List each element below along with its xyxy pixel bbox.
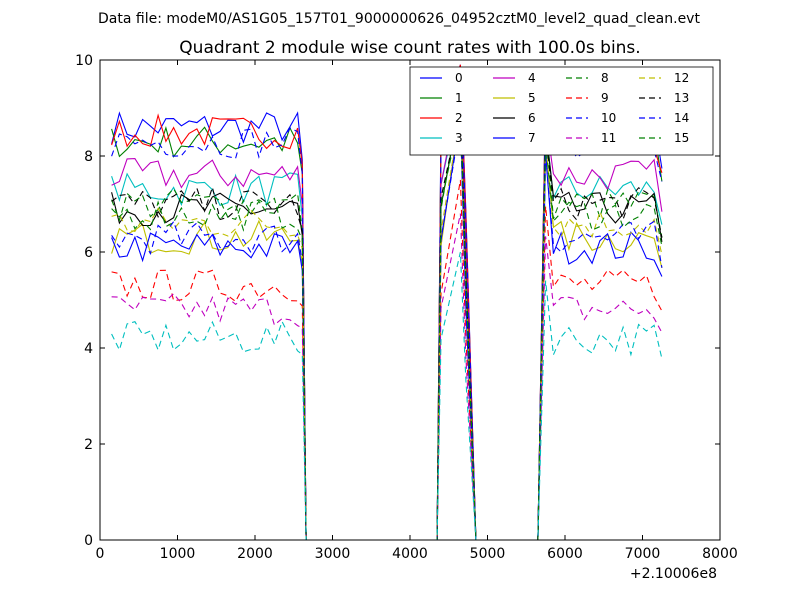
- series-line-14: [111, 122, 663, 540]
- legend-label-5: 5: [528, 91, 536, 105]
- series-line-13: [111, 107, 663, 540]
- x-offset-label: +2.10006e8: [630, 566, 717, 582]
- chart-suptitle: Data file: modeM0/AS1G05_157T01_90000006…: [98, 11, 700, 27]
- series-line-11: [111, 213, 663, 540]
- series-line-4: [111, 83, 663, 540]
- x-tick-label: 0: [96, 546, 105, 562]
- legend-label-7: 7: [528, 131, 536, 145]
- legend-label-15: 15: [674, 131, 689, 145]
- series-line-5: [111, 107, 663, 540]
- legend-frame: [409, 66, 714, 156]
- y-tick-label: 0: [84, 533, 93, 549]
- legend-label-3: 3: [455, 131, 463, 145]
- legend-label-2: 2: [455, 111, 463, 125]
- x-tick-label: 1000: [160, 546, 196, 562]
- x-tick-label: 5000: [470, 546, 506, 562]
- legend-label-13: 13: [674, 91, 689, 105]
- series-line-3: [111, 93, 663, 540]
- legend-label-12: 12: [674, 71, 689, 85]
- x-tick-label: 2000: [237, 546, 273, 562]
- series-line-15: [111, 112, 663, 540]
- series-line-7: [111, 117, 663, 540]
- series-line-16: [111, 251, 663, 540]
- legend-label-4: 4: [528, 71, 536, 85]
- x-tick-label: 7000: [625, 546, 661, 562]
- legend-label-6: 6: [528, 111, 536, 125]
- legend-label-14: 14: [674, 111, 689, 125]
- series-line-12: [111, 112, 663, 540]
- series-line-9: [111, 179, 663, 540]
- y-tick-label: 4: [84, 341, 93, 357]
- legend-label-9: 9: [601, 91, 609, 105]
- series-line-8: [111, 98, 663, 540]
- x-tick-label: 4000: [392, 546, 428, 562]
- y-tick-label: 2: [84, 437, 93, 453]
- y-tick-label: 8: [84, 149, 93, 165]
- legend-label-10: 10: [601, 111, 616, 125]
- series-line-6: [111, 103, 663, 540]
- legend-label-1: 1: [455, 91, 463, 105]
- legend-label-11: 11: [601, 131, 616, 145]
- legend-label-0: 0: [455, 71, 463, 85]
- series-layer: [111, 64, 663, 540]
- x-tick-label: 3000: [315, 546, 351, 562]
- x-tick-label: 8000: [702, 546, 738, 562]
- legend-label-8: 8: [601, 71, 609, 85]
- y-tick-label: 6: [84, 245, 93, 261]
- chart-title: Quadrant 2 module wise count rates with …: [179, 38, 640, 58]
- y-tick-label: 10: [75, 53, 93, 69]
- x-tick-label: 6000: [547, 546, 583, 562]
